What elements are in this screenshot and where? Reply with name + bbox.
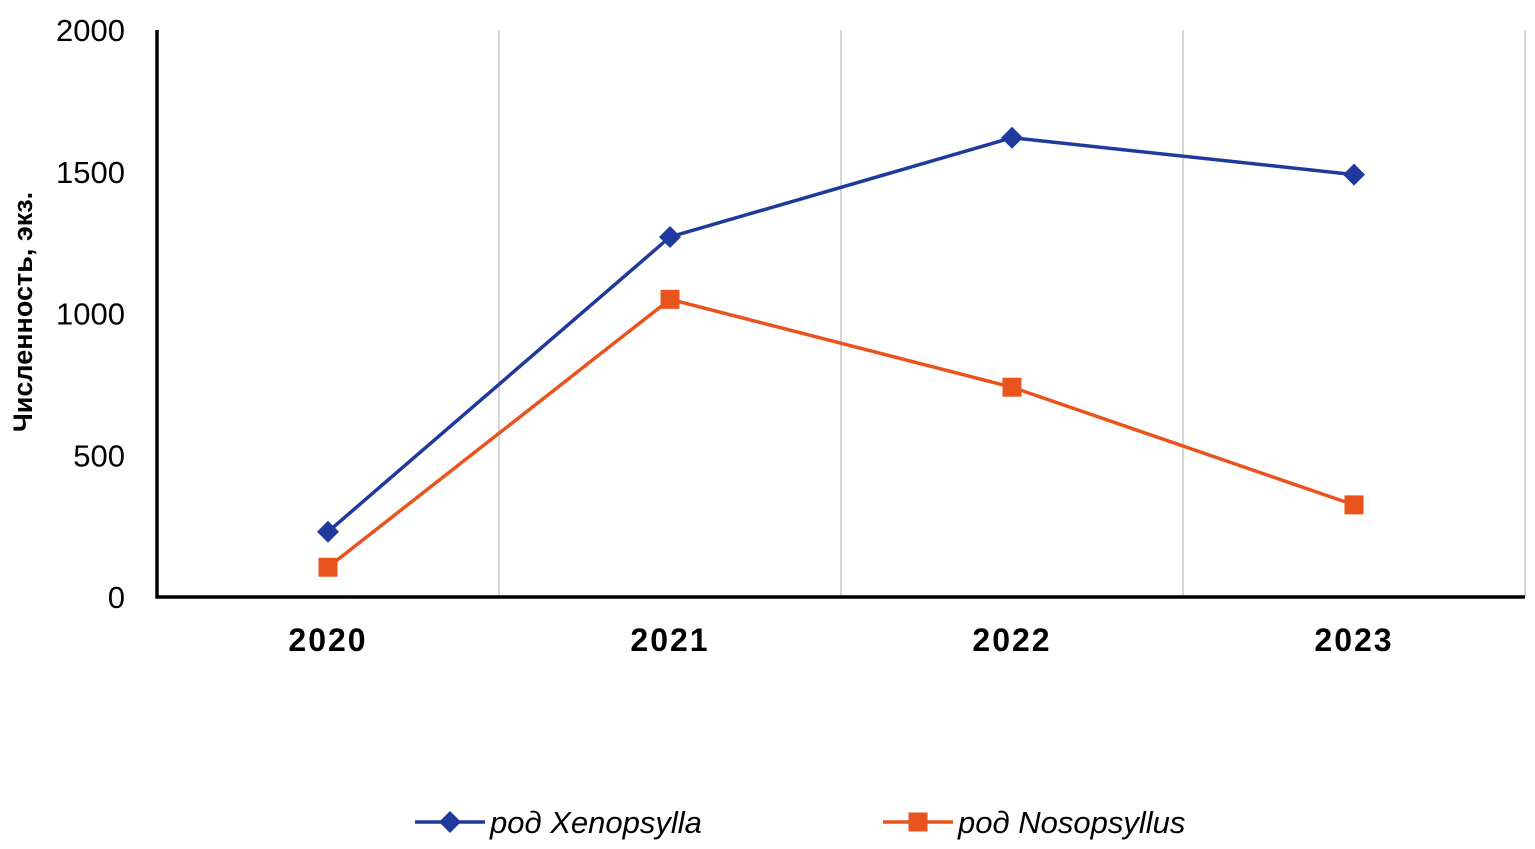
grid-lines [498, 30, 1526, 597]
data-point [1001, 126, 1023, 149]
y-tick-label: 2000 [56, 13, 125, 48]
y-tick-label: 1500 [56, 155, 125, 190]
data-point [1002, 377, 1022, 397]
series-xenopsylla [317, 126, 1365, 543]
data-point [660, 289, 680, 309]
data-point [1343, 163, 1365, 186]
y-tick-label: 0 [108, 580, 125, 615]
axes [155, 30, 1525, 599]
series-line [326, 135, 1355, 534]
legend-marker [439, 811, 461, 833]
x-tick-label: 2020 [288, 622, 367, 658]
data-point [317, 520, 339, 543]
y-axis-title: Численность, экз. [8, 192, 38, 432]
data-point [1344, 495, 1364, 515]
x-tick-label: 2022 [972, 622, 1051, 658]
legend: род Xenopsylla род Nosopsyllus [415, 805, 1185, 840]
x-tick-label: 2023 [1314, 622, 1393, 658]
legend-item: род Xenopsylla [415, 805, 702, 840]
legend-label: род Nosopsyllus [957, 805, 1185, 840]
y-tick-labels: 0 500 1000 1500 2000 [56, 13, 125, 615]
legend-label: род Xenopsylla [489, 805, 702, 840]
legend-marker [908, 812, 928, 832]
x-tick-labels: 2020 2021 2022 2023 [288, 622, 1393, 658]
series-line [326, 297, 1355, 569]
y-tick-label: 1000 [56, 297, 125, 332]
y-tick-label: 500 [73, 438, 125, 473]
data-point [659, 225, 681, 248]
series-group [317, 126, 1365, 577]
legend-item: род Nosopsyllus [883, 805, 1185, 840]
x-tick-label: 2021 [630, 622, 709, 658]
data-point [318, 557, 338, 577]
series-nosopsyllus [318, 289, 1364, 577]
